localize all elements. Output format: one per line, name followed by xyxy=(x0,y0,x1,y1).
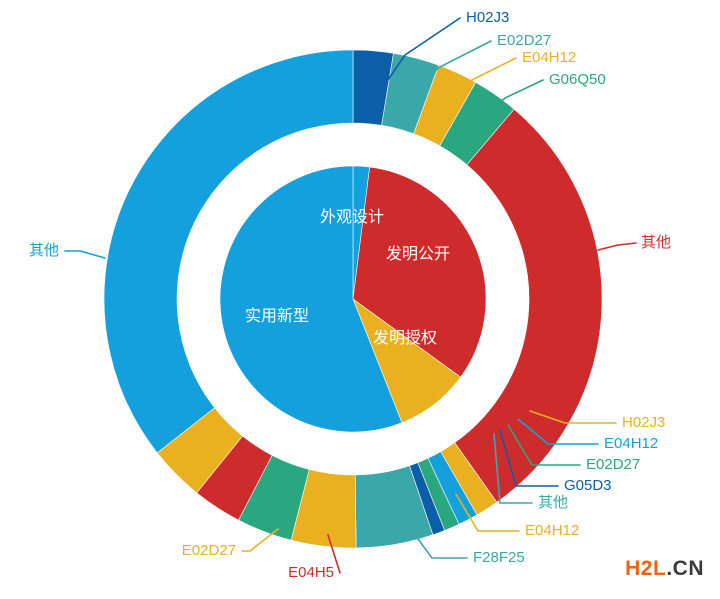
label-leader-line xyxy=(455,493,520,532)
outer-slice-label: 其他 xyxy=(29,242,59,259)
outer-ring-labels: H02J3E02D27E04H12G06Q50其他H02J3E04H12E02D… xyxy=(29,9,671,581)
outer-slice-label: 其他 xyxy=(538,494,568,511)
label-leader-line xyxy=(64,250,106,259)
outer-slice[interactable] xyxy=(454,108,603,503)
inner-slice-label: 发明授权 xyxy=(373,329,437,347)
watermark: H2L.CN xyxy=(625,557,704,581)
label-leader-line xyxy=(443,57,517,105)
outer-slice[interactable] xyxy=(103,49,354,454)
watermark-brand: H2L xyxy=(625,557,667,580)
label-leader-line xyxy=(413,40,492,97)
label-leader-line xyxy=(507,424,581,466)
outer-slice-label: E04H12 xyxy=(525,522,579,539)
inner-slice-label: 发明公开 xyxy=(386,245,450,263)
outer-slice-label: H02J3 xyxy=(622,414,665,431)
label-leader-line xyxy=(327,534,341,574)
label-leader-line xyxy=(380,17,461,91)
watermark-tld: .CN xyxy=(666,557,704,580)
outer-ring xyxy=(103,49,603,549)
inner-slice[interactable] xyxy=(352,166,487,378)
outer-slice-label: E02D27 xyxy=(586,456,640,473)
inner-slice[interactable] xyxy=(219,165,403,433)
label-leader-line xyxy=(517,418,599,445)
label-leader-line xyxy=(493,433,533,504)
leader-lines xyxy=(64,17,637,574)
outer-slice-label: H02J3 xyxy=(466,9,509,26)
label-leader-line xyxy=(403,519,468,559)
outer-slice-label: E02D27 xyxy=(182,542,236,559)
outer-slice-label: E04H12 xyxy=(522,49,576,66)
label-leader-line xyxy=(499,429,559,487)
outer-slice-label: E04H12 xyxy=(604,435,658,452)
label-leader-line xyxy=(241,528,279,552)
outer-slice-label: E02D27 xyxy=(497,32,551,49)
outer-slice-label: E04H5 xyxy=(288,564,334,581)
outer-slice-label: G06Q50 xyxy=(549,71,606,88)
label-leader-line xyxy=(479,79,544,119)
outer-slice-label: G05D3 xyxy=(564,477,612,494)
label-leader-line xyxy=(597,242,637,251)
inner-slice-label: 外观设计 xyxy=(320,208,384,226)
label-leader-line xyxy=(529,410,617,424)
outer-slice-label: F28F25 xyxy=(473,549,525,566)
inner-pie xyxy=(219,165,487,433)
inner-slice-label: 实用新型 xyxy=(245,307,309,325)
outer-slice-label: 其他 xyxy=(641,234,671,251)
